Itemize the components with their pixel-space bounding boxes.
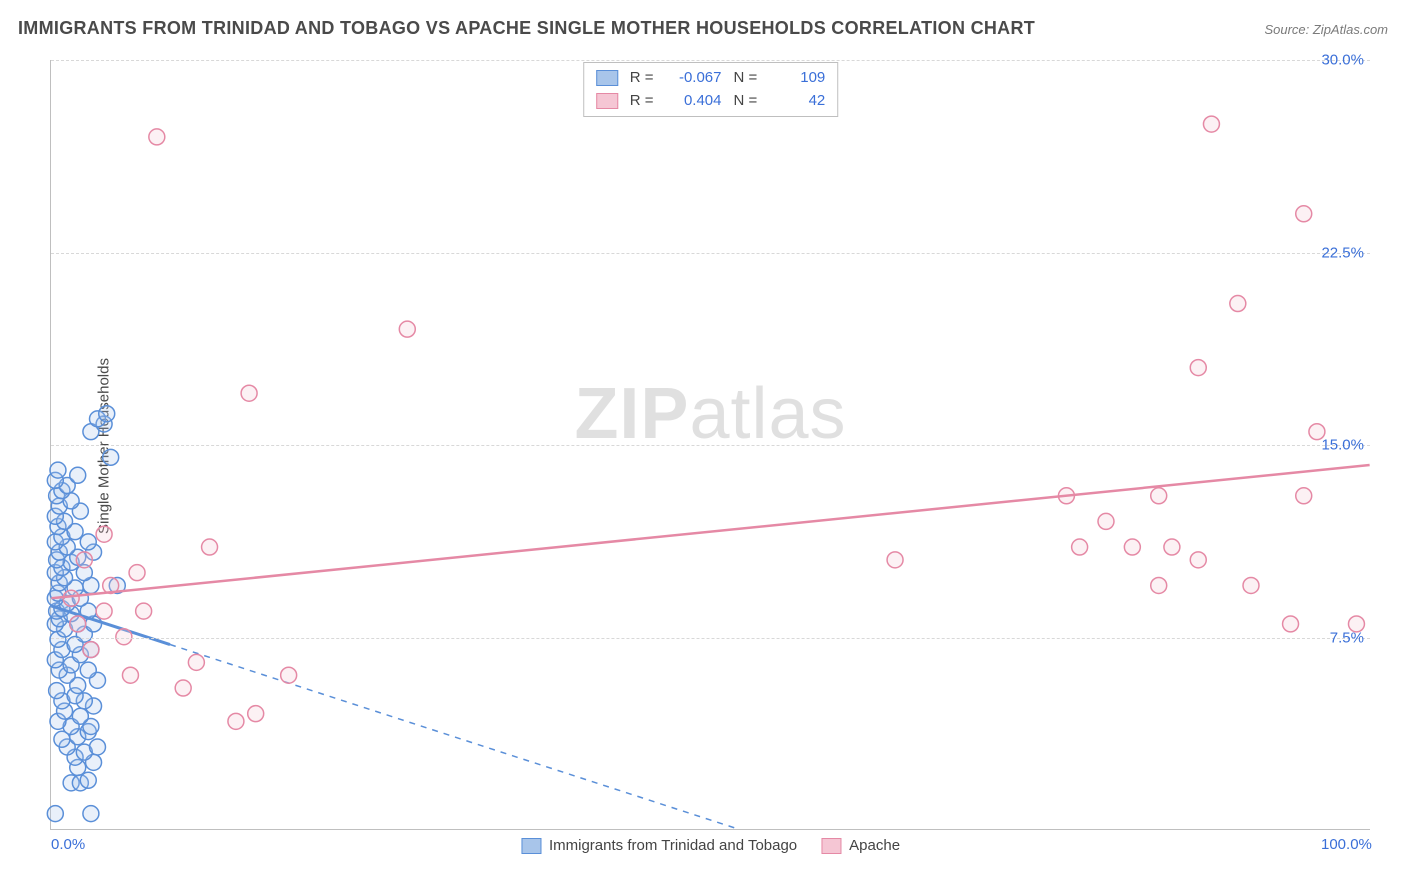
gridline (51, 638, 1370, 639)
n-label: N = (734, 90, 758, 113)
series-label-2: Apache (849, 837, 900, 854)
data-point (83, 806, 99, 822)
data-point (80, 662, 96, 678)
data-point (1124, 539, 1140, 555)
series-legend: Immigrants from Trinidad and Tobago Apac… (521, 837, 900, 854)
n-value-2: 42 (769, 90, 825, 113)
n-label: N = (734, 67, 758, 90)
data-point (122, 667, 138, 683)
data-point (1072, 539, 1088, 555)
plot-area: ZIPatlas R = -0.067 N = 109 R = 0.404 N … (50, 60, 1370, 830)
correlation-legend: R = -0.067 N = 109 R = 0.404 N = 42 (583, 62, 839, 117)
data-point (1190, 360, 1206, 376)
data-point (241, 385, 257, 401)
data-point (90, 739, 106, 755)
series-legend-item-2: Apache (821, 837, 900, 854)
gridline (51, 60, 1370, 61)
data-point (149, 129, 165, 145)
x-tick-label: 0.0% (51, 836, 85, 853)
data-point (228, 713, 244, 729)
data-point (70, 467, 86, 483)
legend-swatch-pink (821, 838, 841, 854)
y-tick-label: 15.0% (1321, 437, 1364, 454)
y-tick-label: 22.5% (1321, 244, 1364, 261)
data-point (76, 552, 92, 568)
data-point (1151, 577, 1167, 593)
r-label: R = (630, 67, 654, 90)
data-point (49, 683, 65, 699)
data-point (103, 449, 119, 465)
data-point (63, 590, 79, 606)
data-point (129, 565, 145, 581)
gridline (51, 253, 1370, 254)
correlation-legend-row-2: R = 0.404 N = 42 (596, 90, 826, 113)
data-point (1164, 539, 1180, 555)
r-value-2: 0.404 (666, 90, 722, 113)
data-point (281, 667, 297, 683)
data-point (136, 603, 152, 619)
r-value-1: -0.067 (666, 67, 722, 90)
data-point (1296, 206, 1312, 222)
data-point (887, 552, 903, 568)
data-point (1296, 488, 1312, 504)
y-tick-label: 30.0% (1321, 52, 1364, 69)
data-point (99, 406, 115, 422)
data-point (1151, 488, 1167, 504)
chart-title: IMMIGRANTS FROM TRINIDAD AND TOBAGO VS A… (18, 18, 1035, 39)
trend-line (51, 465, 1369, 598)
data-point (96, 603, 112, 619)
legend-swatch-pink (596, 93, 618, 109)
data-point (1203, 116, 1219, 132)
gridline (51, 445, 1370, 446)
series-label-1: Immigrants from Trinidad and Tobago (549, 837, 797, 854)
r-label: R = (630, 90, 654, 113)
legend-swatch-blue (521, 838, 541, 854)
source-attribution: Source: ZipAtlas.com (1264, 22, 1388, 37)
data-point (72, 708, 88, 724)
data-point (248, 706, 264, 722)
x-tick-label: 100.0% (1321, 836, 1372, 853)
data-point (202, 539, 218, 555)
legend-swatch-blue (596, 70, 618, 86)
data-point (1190, 552, 1206, 568)
data-point (1230, 296, 1246, 312)
data-point (80, 772, 96, 788)
n-value-1: 109 (769, 67, 825, 90)
correlation-legend-row-1: R = -0.067 N = 109 (596, 67, 826, 90)
data-point (80, 534, 96, 550)
data-point (70, 616, 86, 632)
data-point (399, 321, 415, 337)
data-point (175, 680, 191, 696)
data-point (188, 654, 204, 670)
trend-line-extrapolated (170, 645, 738, 829)
data-point (1283, 616, 1299, 632)
data-point (47, 806, 63, 822)
y-tick-label: 7.5% (1330, 629, 1364, 646)
data-point (1098, 513, 1114, 529)
series-legend-item-1: Immigrants from Trinidad and Tobago (521, 837, 797, 854)
data-point (1243, 577, 1259, 593)
data-point (96, 526, 112, 542)
data-point (83, 642, 99, 658)
data-point (50, 462, 66, 478)
